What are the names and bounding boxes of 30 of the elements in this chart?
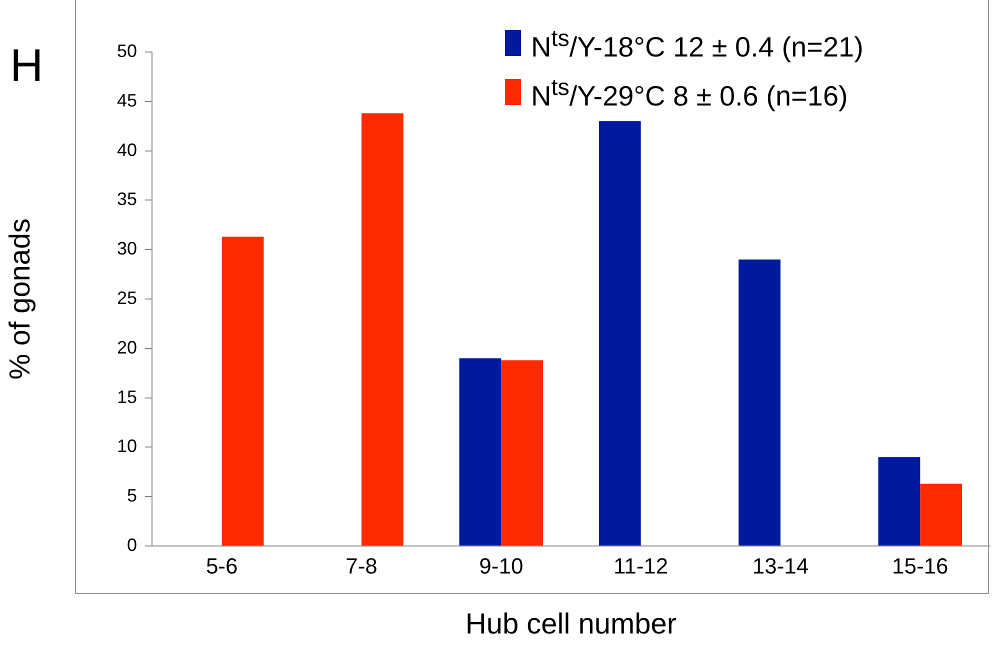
bar	[362, 113, 404, 546]
y-tick-label: 5	[126, 486, 137, 506]
x-tick-label: 5-6	[206, 553, 238, 578]
x-tick-label: 11-12	[614, 553, 668, 578]
x-tick-label: 15-16	[892, 553, 948, 578]
y-tick-label: 0	[126, 534, 137, 555]
y-tick-label: 30	[116, 238, 137, 259]
legend-label: N$^{ts}$/Y-18°C 12 ± 0.4 (n=21)	[531, 24, 864, 64]
bar	[878, 457, 920, 546]
bar	[501, 360, 544, 546]
bar	[222, 236, 264, 546]
y-tick-label: 50	[116, 40, 137, 61]
y-tick-label: 20	[116, 337, 137, 358]
x-axis-title: Hub cell number	[465, 608, 677, 641]
bar	[459, 358, 502, 546]
x-tick-label: 7-8	[346, 553, 378, 578]
legend-label: N$^{ts}$/Y-29°C 8 ± 0.6 (n=16)	[531, 73, 848, 114]
bar	[598, 121, 641, 546]
y-tick-label: 35	[116, 189, 137, 210]
y-axis-title: % of gonads	[4, 218, 36, 380]
y-tick-label: 25	[116, 288, 137, 308]
y-tick-label: 45	[116, 90, 137, 110]
x-tick-label: 9-10	[479, 553, 524, 578]
y-tick-label: 10	[116, 436, 137, 456]
x-tick-label: 13-14	[752, 553, 809, 578]
y-tick-label: 40	[116, 140, 137, 160]
bar	[738, 259, 780, 546]
y-tick-label: 15	[116, 386, 137, 407]
text: H	[10, 38, 44, 92]
bar	[920, 484, 962, 546]
